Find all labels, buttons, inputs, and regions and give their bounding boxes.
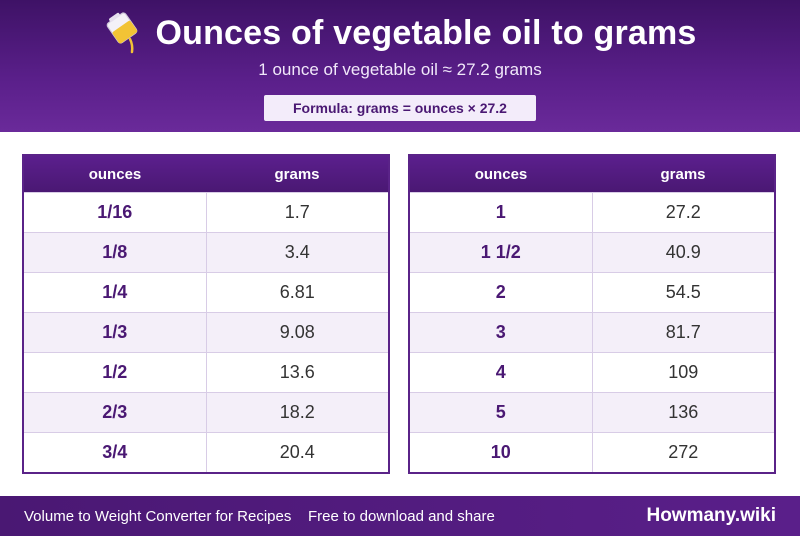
ounces-cell: 1/4 [23, 272, 207, 313]
table-row: 1/4 6.81 [23, 272, 389, 313]
column-header-grams: grams [592, 155, 775, 193]
table-row: 1/8 3.4 [23, 232, 389, 273]
conversion-table-left: ounces grams 1/16 1.7 1/8 3.4 1/4 6.81 1… [22, 154, 390, 474]
grams-cell: 9.08 [206, 312, 389, 353]
table-header-row: ounces grams [409, 155, 775, 193]
table-row: 10 272 [409, 432, 775, 473]
grams-cell: 18.2 [206, 392, 389, 433]
grams-cell: 136 [592, 392, 775, 433]
grams-cell: 272 [592, 432, 775, 473]
grams-cell: 27.2 [592, 192, 775, 233]
ounces-cell: 3/4 [23, 432, 207, 473]
ounces-cell: 1 1/2 [409, 232, 593, 273]
table-header-row: ounces grams [23, 155, 389, 193]
table-row: 1/3 9.08 [23, 312, 389, 353]
column-header-ounces: ounces [23, 155, 206, 193]
grams-cell: 1.7 [206, 192, 389, 233]
grams-cell: 54.5 [592, 272, 775, 313]
table-row: 2 54.5 [409, 272, 775, 313]
table-row: 1/16 1.7 [23, 192, 389, 233]
title-row: Ounces of vegetable oil to grams [0, 12, 800, 54]
ounces-cell: 10 [409, 432, 593, 473]
ounces-cell: 2/3 [23, 392, 207, 433]
ounces-cell: 1/2 [23, 352, 207, 393]
table-row: 3/4 20.4 [23, 432, 389, 473]
grams-cell: 20.4 [206, 432, 389, 473]
ounces-cell: 5 [409, 392, 593, 433]
column-header-ounces: ounces [409, 155, 592, 193]
table-row: 1/2 13.6 [23, 352, 389, 393]
ounces-cell: 1 [409, 192, 593, 233]
table-row: 5 136 [409, 392, 775, 433]
table-row: 1 1/2 40.9 [409, 232, 775, 273]
formula-badge: Formula: grams = ounces × 27.2 [264, 95, 536, 121]
header: Ounces of vegetable oil to grams 1 ounce… [0, 0, 800, 132]
oil-pouring-icon [107, 12, 138, 54]
grams-cell: 13.6 [206, 352, 389, 393]
footer: Volume to Weight Converter for Recipes F… [0, 496, 800, 536]
ounces-cell: 1/16 [23, 192, 207, 233]
ounces-cell: 4 [409, 352, 593, 393]
table-row: 4 109 [409, 352, 775, 393]
ounces-cell: 1/8 [23, 232, 207, 273]
grams-cell: 6.81 [206, 272, 389, 313]
subtitle: 1 ounce of vegetable oil ≈ 27.2 grams [258, 60, 542, 79]
conversion-table-right: ounces grams 1 27.2 1 1/2 40.9 2 54.5 3 … [408, 154, 776, 474]
footer-share-note: Free to download and share [308, 508, 495, 525]
grams-cell: 40.9 [592, 232, 775, 273]
column-header-grams: grams [206, 155, 389, 193]
ounces-cell: 3 [409, 312, 593, 353]
table-row: 2/3 18.2 [23, 392, 389, 433]
grams-cell: 109 [592, 352, 775, 393]
grams-cell: 3.4 [206, 232, 389, 273]
table-row: 3 81.7 [409, 312, 775, 353]
ounces-cell: 2 [409, 272, 593, 313]
page-title: Ounces of vegetable oil to grams [155, 13, 697, 52]
table-row: 1 27.2 [409, 192, 775, 233]
ounces-cell: 1/3 [23, 312, 207, 353]
footer-tagline: Volume to Weight Converter for Recipes [24, 508, 292, 525]
brand-logo-text[interactable]: Howmany.wiki [646, 505, 776, 526]
grams-cell: 81.7 [592, 312, 775, 353]
